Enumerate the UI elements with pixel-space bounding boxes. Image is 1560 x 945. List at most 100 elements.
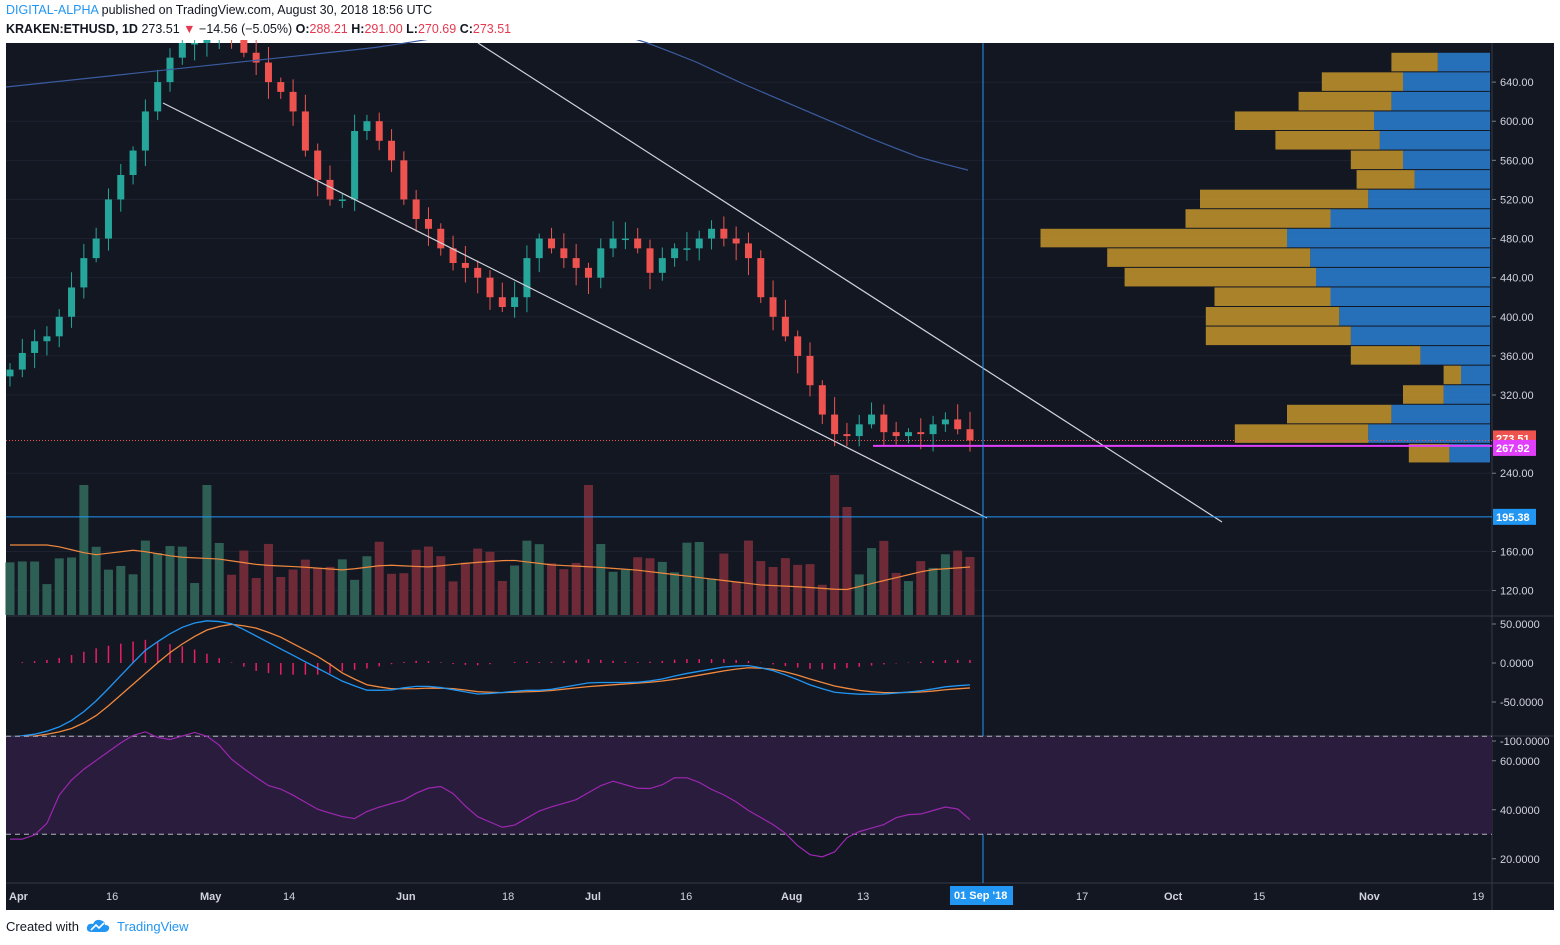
candle-body — [6, 369, 14, 377]
volume-profile-down-bar — [1124, 267, 1316, 287]
candle-body — [658, 258, 666, 273]
time-tick-label: 16 — [106, 891, 118, 903]
price-tick-label: 320.00 — [1500, 390, 1534, 402]
candle-body — [584, 267, 592, 278]
last-price: 273.51 — [141, 22, 180, 36]
candle-body — [855, 424, 863, 437]
volume-bar — [768, 567, 778, 615]
volume-bar — [965, 557, 975, 615]
volume-bar — [583, 485, 593, 615]
candle-body — [43, 336, 51, 342]
volume-bar — [682, 542, 692, 615]
candle-body — [264, 62, 272, 83]
volume-bar — [731, 581, 741, 615]
volume-bar — [177, 546, 187, 615]
candle-body — [18, 352, 26, 370]
candle-body — [400, 160, 408, 200]
volume-bar — [670, 572, 680, 615]
volume-profile-down-bar — [1214, 287, 1331, 306]
volume-profile-up-bar — [1461, 365, 1490, 385]
publish-text: published on TradingView.com, August 30,… — [101, 3, 433, 17]
volume-bar — [534, 544, 544, 615]
volume-profile-up-bar — [1368, 189, 1490, 209]
volume-profile-down-bar — [1234, 424, 1369, 443]
candle-body — [708, 228, 716, 239]
candle-body — [732, 238, 740, 244]
candle-body — [252, 52, 260, 63]
volume-profile-up-bar — [1443, 385, 1490, 404]
macd-line — [9, 620, 971, 738]
candle-body — [683, 248, 691, 250]
price-tick-label: 600.00 — [1500, 116, 1534, 128]
volume-profile-down-bar — [1408, 443, 1450, 463]
candle-body — [831, 414, 839, 435]
volume-bar — [128, 574, 138, 615]
volume-bar — [928, 567, 938, 615]
candle-body — [314, 150, 322, 180]
moving-average-line — [5, 40, 969, 171]
volume-bar — [793, 564, 803, 615]
candle-body — [326, 179, 334, 200]
volume-profile-down-bar — [1205, 326, 1351, 346]
candle-body — [695, 238, 703, 249]
volume-bar — [30, 561, 40, 615]
candle-body — [129, 150, 137, 175]
volume-bar — [547, 563, 557, 615]
volume-bar — [79, 485, 89, 615]
close-label: C: — [459, 22, 473, 36]
candle-body — [671, 248, 679, 259]
author-link[interactable]: DIGITAL-ALPHA — [6, 3, 99, 17]
volume-profile-down-bar — [1403, 385, 1444, 404]
volume-bar — [903, 581, 913, 615]
price-axis-background — [1492, 43, 1554, 883]
volume-bar — [571, 562, 581, 615]
chart-canvas[interactable]: 120.00 160.00 240.00 320.00 360.00 400.00 440.… — [0, 40, 1560, 910]
volume-profile-up-bar — [1374, 111, 1490, 130]
time-tick-label: Aug — [781, 891, 802, 903]
candle-body — [572, 258, 580, 268]
rsi-tick-label: 60.0000 — [1500, 756, 1540, 768]
volume-bar — [165, 546, 175, 615]
volume-bar — [325, 566, 335, 615]
volume-bar — [497, 581, 507, 615]
volume-bar — [276, 576, 286, 615]
volume-bar — [140, 540, 150, 615]
volume-profile-down-bar — [1356, 170, 1415, 189]
candle-body — [154, 82, 162, 112]
candle-body — [351, 131, 359, 200]
macd-signal-line — [9, 623, 971, 738]
volume-profile-up-bar — [1437, 52, 1490, 72]
time-tick-label: 17 — [1076, 891, 1088, 903]
horizontal-level-tag: 195.38 — [1496, 512, 1530, 524]
rsi-line — [10, 731, 971, 858]
time-tick-label: Jun — [396, 891, 416, 903]
volume-bar — [916, 561, 926, 615]
tradingview-brand[interactable]: TradingView — [116, 918, 189, 934]
time-tick-label: May — [200, 891, 222, 903]
volume-bar — [374, 541, 384, 615]
volume-bar — [227, 574, 237, 615]
volume-bar — [743, 540, 753, 615]
candle-body — [634, 238, 642, 249]
volume-profile-up-bar — [1368, 424, 1490, 443]
footer: Created with TradingView — [6, 918, 189, 934]
candle-body — [892, 432, 900, 437]
volume-profile-up-bar — [1391, 91, 1490, 111]
volume-bar — [645, 558, 655, 615]
volume-profile-up-bar — [1330, 287, 1490, 306]
candle-body — [486, 277, 494, 298]
channel-lower-trendline — [162, 102, 988, 519]
volume-bar — [460, 562, 470, 615]
candle-body — [868, 414, 876, 425]
volume-ma-line — [10, 544, 971, 591]
volume-profile-down-bar — [1350, 150, 1403, 170]
candle-body — [104, 199, 112, 239]
time-tick-label: Nov — [1359, 891, 1381, 903]
price-tick-label: 160.00 — [1500, 546, 1534, 558]
volume-bar — [854, 574, 864, 615]
candle-body — [744, 243, 752, 259]
time-tick-label: Oct — [1164, 891, 1183, 903]
volume-bar — [891, 572, 901, 615]
candle-body — [375, 121, 383, 141]
open-value: 288.21 — [309, 22, 348, 36]
